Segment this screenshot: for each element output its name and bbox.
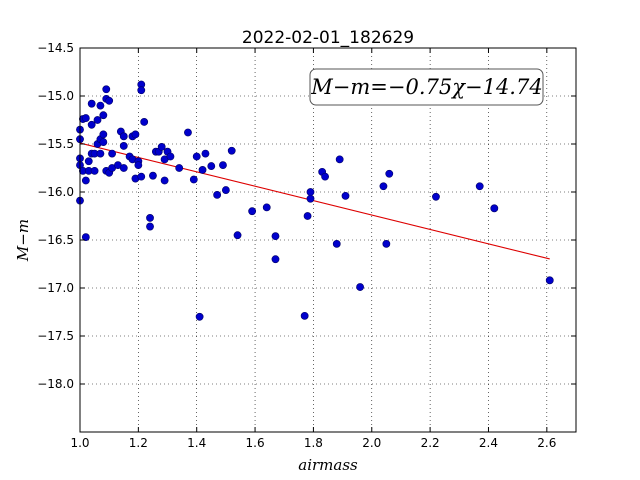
fit-line-group	[79, 142, 550, 260]
y-tick-label: −17.0	[37, 281, 74, 295]
y-tick-label: −18.0	[37, 377, 74, 391]
data-point	[192, 152, 201, 161]
data-point	[146, 222, 154, 231]
x-tick-label: 2.2	[421, 436, 440, 450]
data-point	[490, 204, 499, 213]
y-tick-label: −15.0	[37, 89, 74, 103]
data-point	[356, 283, 364, 291]
data-point	[213, 190, 222, 199]
data-point	[184, 128, 192, 137]
data-point	[146, 214, 154, 222]
data-point	[233, 231, 242, 240]
data-point	[99, 130, 108, 139]
data-point	[219, 161, 227, 170]
data-point	[545, 276, 554, 285]
data-point	[119, 164, 128, 172]
y-tick-label: −17.5	[37, 329, 74, 343]
data-point	[87, 120, 96, 129]
data-point	[157, 142, 166, 151]
data-point	[140, 118, 149, 126]
annotation-box	[309, 68, 544, 106]
data-point	[271, 255, 280, 264]
x-tick-label: 1.8	[304, 436, 323, 450]
data-point	[221, 186, 230, 194]
data-point	[81, 114, 90, 122]
data-point	[306, 188, 315, 196]
data-point	[166, 152, 175, 161]
x-tick-label: 1.4	[187, 436, 206, 450]
data-point	[341, 191, 350, 200]
data-point	[137, 172, 146, 181]
data-point	[93, 116, 102, 124]
data-point	[195, 312, 204, 321]
fit-line	[79, 142, 550, 260]
annotation-text: M−m=−0.75χ−14.74	[310, 75, 542, 99]
data-point	[321, 172, 329, 181]
x-tick-label: 1.0	[70, 436, 89, 450]
y-tick-label: −14.5	[37, 41, 74, 55]
data-point	[227, 146, 236, 155]
y-axis-label: M−m	[14, 219, 32, 262]
data-point	[149, 171, 157, 180]
data-point	[108, 149, 116, 158]
x-tick-label: 1.6	[246, 436, 265, 450]
data-point	[131, 130, 140, 139]
x-tick-label: 2.4	[479, 436, 498, 450]
data-point	[119, 142, 128, 150]
y-tick-label: −16.0	[37, 185, 74, 199]
data-point	[96, 101, 105, 110]
y-tick-label: −16.5	[37, 233, 74, 247]
data-point	[306, 194, 315, 203]
data-point	[382, 239, 391, 248]
data-point	[303, 212, 312, 220]
data-point	[175, 164, 184, 172]
data-point	[137, 86, 146, 95]
data-point	[189, 175, 198, 184]
data-point	[475, 182, 484, 191]
data-point	[81, 176, 90, 185]
data-point	[207, 162, 216, 170]
data-point	[90, 166, 99, 175]
data-point	[96, 149, 105, 158]
data-point	[262, 203, 271, 212]
data-point	[335, 155, 344, 164]
equation-annotation: M−m=−0.75χ−14.74	[309, 68, 544, 106]
data-point	[432, 192, 440, 201]
data-point	[119, 132, 128, 141]
data-point	[87, 99, 96, 108]
data-points	[76, 80, 554, 321]
data-point	[198, 166, 207, 174]
y-tick-label: −15.5	[37, 137, 74, 151]
chart-title: 2022-02-01_182629	[242, 28, 414, 48]
data-point	[99, 138, 108, 146]
x-tick-label: 1.2	[129, 436, 148, 450]
data-point	[332, 239, 341, 248]
data-point	[160, 176, 169, 185]
data-point	[81, 233, 90, 242]
axis-ticks: 1.0 1.2 1.4 1.6 1.8 2.0 2.2 2.4 2.6 −14.5 −15.0 −15…	[37, 41, 576, 450]
x-tick-label: 2.6	[537, 436, 556, 450]
data-point	[84, 157, 93, 166]
x-axis-label: airmass	[298, 456, 358, 474]
data-point	[99, 111, 108, 120]
x-tick-label: 2.0	[362, 436, 381, 450]
data-point	[201, 149, 210, 158]
data-point	[385, 169, 394, 178]
data-point	[102, 85, 111, 94]
data-point	[271, 232, 280, 241]
data-point	[105, 96, 114, 105]
data-point	[134, 161, 143, 170]
data-point	[300, 311, 309, 320]
data-point	[379, 182, 388, 191]
data-point	[248, 207, 257, 216]
